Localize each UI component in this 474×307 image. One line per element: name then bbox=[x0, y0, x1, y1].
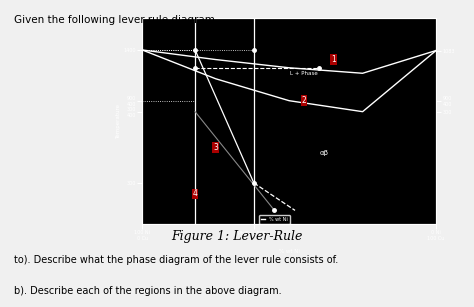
Text: Figure 1: Lever-Rule: Figure 1: Lever-Rule bbox=[171, 230, 303, 243]
Text: 2: 2 bbox=[301, 96, 306, 105]
Text: % wt Ni: % wt Ni bbox=[279, 249, 300, 254]
Text: L + Phase: L + Phase bbox=[290, 71, 318, 76]
Text: b). Describe each of the regions in the above diagram.: b). Describe each of the regions in the … bbox=[14, 286, 282, 296]
Text: to). Describe what the phase diagram of the lever rule consists of.: to). Describe what the phase diagram of … bbox=[14, 255, 338, 265]
Y-axis label: Temperature: Temperature bbox=[116, 104, 121, 139]
Text: Given the following lever-rule diagram.: Given the following lever-rule diagram. bbox=[14, 15, 219, 25]
Text: 3: 3 bbox=[213, 143, 218, 152]
Text: 4: 4 bbox=[192, 189, 198, 198]
Text: αβ: αβ bbox=[320, 150, 329, 156]
Legend: % wt Ni: % wt Ni bbox=[259, 215, 290, 224]
Text: 1: 1 bbox=[331, 55, 336, 64]
